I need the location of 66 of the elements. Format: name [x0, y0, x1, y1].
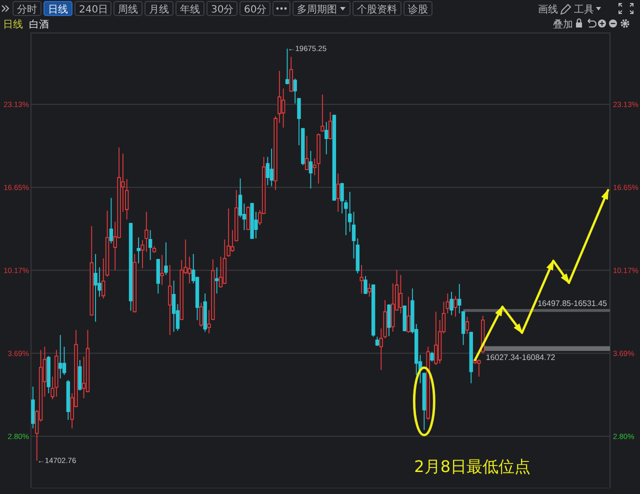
candlestick [148, 230, 152, 260]
candlestick [31, 386, 35, 429]
candlestick [250, 202, 254, 240]
candlestick [168, 264, 172, 336]
text: 月线 [149, 4, 169, 16]
candlestick [454, 296, 458, 318]
candlestick [387, 304, 391, 337]
candlestick [214, 266, 219, 294]
candlestick [94, 254, 98, 322]
candlestick [336, 173, 340, 212]
candlestick [430, 351, 434, 362]
text: 画线 [538, 4, 558, 16]
candlestick [360, 264, 364, 294]
candlestick [136, 236, 140, 264]
annotation: 2月8日最低位点 [414, 457, 531, 476]
text: 多周期图 [297, 4, 337, 16]
candlestick [375, 336, 380, 347]
band-label: 16497.85-16531.45 [538, 299, 608, 308]
candlestick [246, 206, 250, 231]
chart-title: 白酒 [29, 18, 49, 30]
candlestick [465, 316, 470, 334]
candlestick [434, 311, 438, 366]
text: 叠加 [553, 18, 573, 30]
text: 年线 [180, 4, 200, 16]
candlestick [368, 282, 372, 298]
candlestick [422, 372, 426, 430]
candlestick [199, 302, 204, 328]
candlestick [426, 346, 430, 420]
candlestick [304, 136, 309, 171]
text: 240日 [79, 4, 108, 16]
candlestick [320, 94, 324, 132]
candlestick [203, 293, 207, 332]
candlestick [308, 150, 313, 189]
candlestick [324, 122, 328, 155]
text: 工具 [574, 4, 594, 16]
candlestick [156, 258, 160, 294]
candlestick [316, 133, 320, 184]
candlestick [66, 380, 70, 420]
text: 60分 [244, 4, 267, 16]
candlestick [90, 226, 94, 316]
text: 30分 [211, 4, 234, 16]
band-label: 16027.34-16084.72 [486, 352, 556, 362]
candlestick [160, 254, 164, 286]
chart-subtitle: 日线 [3, 18, 23, 30]
candlestick [364, 276, 368, 295]
candlestick [328, 112, 332, 140]
candlestick [109, 197, 114, 244]
candlestick [58, 334, 62, 379]
line-series [474, 189, 610, 362]
text: 诊股 [408, 4, 428, 16]
candlestick [172, 280, 176, 332]
text: 周线 [118, 4, 138, 16]
candlestick [164, 242, 168, 276]
candlestick [285, 48, 290, 85]
text: 个股资料 [357, 4, 397, 16]
candlestick [78, 360, 82, 392]
text: 分时 [17, 4, 37, 16]
candlestick [270, 148, 274, 187]
candlestick [54, 350, 58, 398]
candlestick [406, 296, 410, 334]
candlestick [450, 291, 454, 316]
candlestick [152, 246, 156, 254]
candlestick [477, 358, 481, 378]
candlestick [132, 254, 137, 313]
candlestick [289, 56, 294, 92]
text: 日线 [48, 4, 68, 16]
